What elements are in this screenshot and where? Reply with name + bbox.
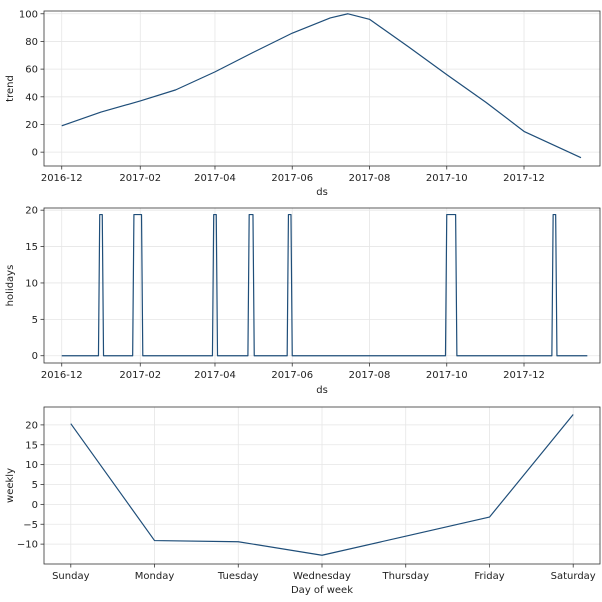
plot-frame <box>43 207 601 364</box>
x-tick-label: 2017-08 <box>349 173 391 184</box>
x-tick-label: 2017-12 <box>503 370 545 381</box>
y-tick-label: −5 <box>23 520 38 531</box>
x-tick-label: 2017-04 <box>194 370 236 381</box>
x-tick-label: Friday <box>474 571 504 582</box>
weekly-panel: Sunday Monday Tuesday Wednesday Thursday Frid… <box>5 406 601 596</box>
x-tick-label: Saturday <box>551 571 596 582</box>
y-tick-label: 80 <box>25 37 38 48</box>
y-axis-label: holidays <box>5 265 16 307</box>
series-line <box>61 213 588 357</box>
trend-panel: 2016-12 2017-02 2017-04 2017-06 2017-08 2017-… <box>5 9 601 198</box>
x-tick-label: 2017-08 <box>349 370 391 381</box>
x-tick-label: Tuesday <box>217 571 259 582</box>
x-axis-label: ds <box>316 385 328 396</box>
x-tick-label: 2017-10 <box>426 370 468 381</box>
x-tick-label: Thursday <box>381 571 429 582</box>
y-tick-label: 0 <box>32 351 38 362</box>
plot-frame <box>43 10 601 167</box>
x-tick-label: 2017-04 <box>194 173 236 184</box>
y-tick-label: −10 <box>17 540 38 551</box>
y-tick-label: 60 <box>25 65 38 76</box>
x-tick-label: 2017-12 <box>503 173 545 184</box>
x-tick-label: 2017-06 <box>271 370 313 381</box>
y-tick-label: 0 <box>32 500 38 511</box>
series-line <box>61 13 582 159</box>
y-tick-label: 100 <box>19 9 38 20</box>
y-tick-label: 20 <box>25 206 38 217</box>
y-axis-label: trend <box>5 75 16 102</box>
x-tick-label: 2016-12 <box>41 173 83 184</box>
y-tick-label: 20 <box>25 420 38 431</box>
x-tick-label: 2017-02 <box>119 173 161 184</box>
holidays-panel: 2016-12 2017-02 2017-04 2017-06 2017-08 2017-… <box>5 206 601 396</box>
x-axis-label: ds <box>316 187 328 198</box>
y-axis-label: weekly <box>5 468 16 503</box>
y-tick-label: 20 <box>25 120 38 131</box>
series-line <box>70 414 574 556</box>
y-tick-label: 5 <box>32 480 38 491</box>
y-tick-label: 10 <box>25 278 38 289</box>
y-tick-label: 15 <box>25 242 38 253</box>
y-tick-label: 10 <box>25 460 38 471</box>
x-tick-label: Sunday <box>52 571 89 582</box>
x-axis-label: Day of week <box>291 585 353 596</box>
x-tick-label: 2017-10 <box>426 173 468 184</box>
y-tick-label: 5 <box>32 315 38 326</box>
x-tick-label: 2017-06 <box>271 173 313 184</box>
y-tick-label: 15 <box>25 440 38 451</box>
y-tick-label: 40 <box>25 92 38 103</box>
x-tick-label: 2017-02 <box>119 370 161 381</box>
x-tick-label: Wednesday <box>293 571 351 582</box>
x-tick-label: Monday <box>135 571 175 582</box>
x-tick-label: 2016-12 <box>41 370 83 381</box>
y-tick-label: 0 <box>32 148 38 159</box>
